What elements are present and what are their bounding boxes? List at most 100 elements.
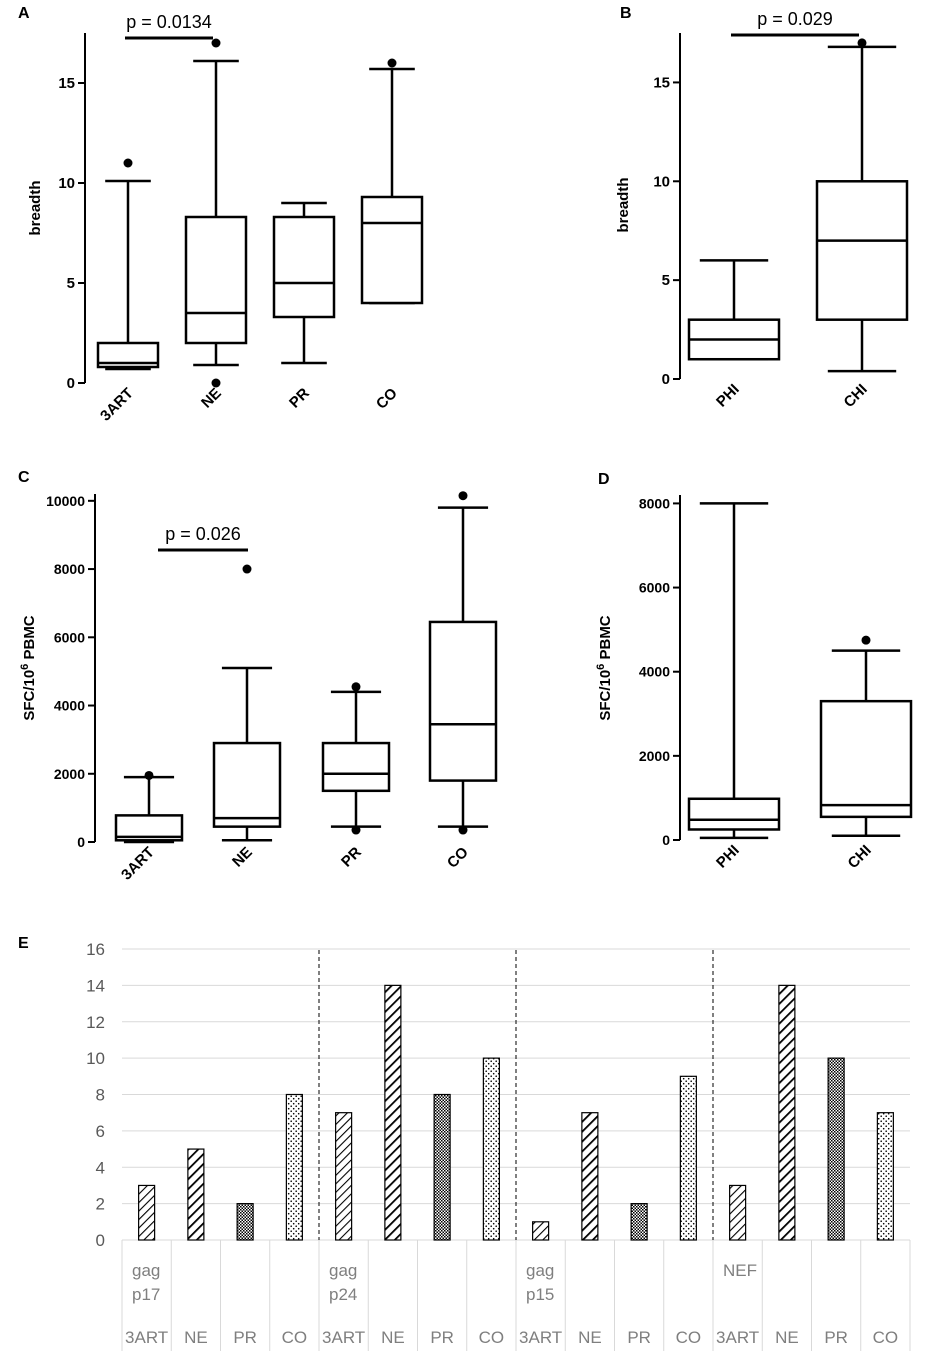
y-tick-label: 2000: [54, 766, 85, 782]
x-category-label: NE: [229, 844, 256, 871]
x-category-label: NE: [775, 1328, 799, 1347]
x-category-label: CHI: [845, 842, 875, 872]
y-tick-label: 10: [653, 173, 670, 190]
panel-label: B: [620, 5, 632, 22]
panel-label: A: [18, 5, 30, 22]
box-ne: [184, 38, 248, 388]
box-pr: [272, 201, 336, 365]
y-axis-title-superscript: 6: [595, 664, 607, 670]
y-tick-label: 15: [653, 74, 670, 91]
x-category-label: CO: [676, 1328, 702, 1347]
x-category-label: PR: [286, 385, 313, 412]
y-axis-title-tail: PBMC: [597, 615, 614, 664]
y-tick-label: 5: [67, 275, 75, 292]
x-category-label: PHI: [713, 381, 743, 411]
x-category-label: CO: [479, 1328, 505, 1347]
box-3art: [96, 158, 160, 371]
bar-ne: [778, 984, 796, 1241]
interquartile-box: [184, 215, 248, 345]
y-tick-label: 10: [58, 175, 75, 192]
x-category-label: 3ART: [322, 1328, 365, 1347]
y-tick-label: 10: [86, 1049, 105, 1068]
bar-3art: [729, 1184, 747, 1241]
y-tick-label: 8000: [54, 561, 85, 577]
y-axis-title-superscript: 6: [19, 664, 31, 670]
panel-c-sfc-by-group: C 0 2000 4000 6000 8000 10000 SFC/106 PBMC 3ART N…: [18, 469, 498, 884]
group-label: NEF: [723, 1261, 757, 1280]
x-category-label: CO: [282, 1328, 308, 1347]
outlier-point: [123, 158, 133, 168]
y-tick-label: 6: [96, 1122, 105, 1141]
group-label: gag: [132, 1261, 160, 1280]
y-tick-label: 8: [96, 1086, 105, 1105]
outlier-point: [857, 38, 867, 48]
box-chi: [815, 38, 909, 373]
bar-co: [679, 1075, 697, 1241]
p-value-label: p = 0.0134: [126, 12, 212, 32]
outlier-point: [211, 38, 221, 48]
y-tick-label: 4000: [639, 664, 670, 680]
y-axis-title-main: SFC/10: [597, 670, 614, 721]
group-label: p17: [132, 1285, 160, 1304]
group-label: p24: [329, 1285, 357, 1304]
x-category-label: NE: [578, 1328, 602, 1347]
y-axis-title-tail: PBMC: [21, 615, 38, 664]
y-tick-label: 10000: [46, 493, 85, 509]
panel-label: E: [18, 935, 29, 952]
y-tick-label: 8000: [639, 495, 670, 511]
interquartile-box: [272, 215, 336, 319]
p-value-label: p = 0.029: [757, 9, 833, 29]
bar-ne: [384, 984, 402, 1241]
y-tick-label: 0: [662, 832, 670, 848]
y-axis-title: breadth: [27, 180, 44, 235]
x-category-label: PR: [233, 1328, 257, 1347]
panel-e-bar-chart-by-protein: E 0 2 4 6 8 10 12 14 16 gag p17 3ART NE PR CO gag p24 3ART…: [18, 935, 911, 1351]
group-label: gag: [329, 1261, 357, 1280]
x-category-label: NE: [184, 1328, 208, 1347]
group-label: gag: [526, 1261, 554, 1280]
panel-b-breadth-phi-chi: B 0 5 10 15 breadth PHI CHI p = 0.029: [615, 5, 909, 411]
x-category-label: PR: [338, 844, 365, 871]
outlier-point: [144, 770, 154, 780]
box-ne: [212, 564, 282, 842]
bar-co: [876, 1112, 894, 1241]
x-category-label: 3ART: [519, 1328, 562, 1347]
bar-pr: [827, 1057, 845, 1241]
bar-pr: [433, 1093, 451, 1241]
interquartile-box: [360, 195, 424, 305]
y-tick-label: 0: [67, 375, 75, 392]
x-category-label: NE: [198, 385, 225, 412]
x-category-label: PHI: [713, 842, 743, 872]
interquartile-box: [819, 699, 913, 819]
y-tick-label: 0: [96, 1231, 105, 1250]
outlier-point: [351, 825, 361, 835]
interquartile-box: [815, 180, 909, 321]
x-category-label: 3ART: [97, 385, 137, 425]
outlier-point: [211, 378, 221, 388]
y-tick-label: 5: [662, 272, 670, 289]
y-tick-label: 12: [86, 1013, 105, 1032]
y-tick-label: 2: [96, 1195, 105, 1214]
y-tick-label: 0: [662, 371, 670, 388]
box-co: [428, 491, 498, 835]
y-tick-label: 16: [86, 940, 105, 959]
x-category-label: CO: [373, 385, 401, 413]
x-category-label: CO: [873, 1328, 899, 1347]
bar-pr: [630, 1203, 648, 1241]
bar-ne: [581, 1112, 599, 1241]
x-category-label: NE: [381, 1328, 405, 1347]
p-value-label: p = 0.026: [165, 524, 241, 544]
outlier-point: [458, 491, 468, 501]
interquartile-box: [321, 741, 391, 793]
x-category-label: PR: [627, 1328, 651, 1347]
bar-3art: [335, 1112, 353, 1241]
x-category-label: PR: [824, 1328, 848, 1347]
y-tick-label: 6000: [639, 580, 670, 596]
panel-a-breadth-by-group: A 0 5 10 15 breadth 3ART NE PR CO p = 0.0134: [18, 5, 424, 425]
interquartile-box: [428, 620, 498, 782]
bar-co: [482, 1057, 500, 1241]
interquartile-box: [212, 741, 282, 828]
outlier-point: [351, 682, 361, 692]
y-tick-label: 4000: [54, 698, 85, 714]
y-axis-title-main: SFC/10: [21, 670, 38, 721]
